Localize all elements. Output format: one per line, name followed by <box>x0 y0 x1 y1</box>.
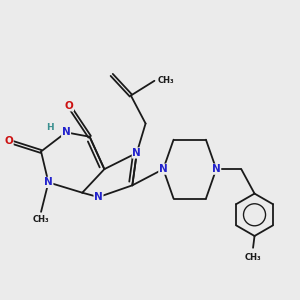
Text: N: N <box>94 192 103 202</box>
Text: N: N <box>44 177 53 188</box>
Text: CH₃: CH₃ <box>158 76 175 85</box>
Text: H: H <box>46 123 54 132</box>
Text: N: N <box>132 148 141 158</box>
Text: N: N <box>62 127 70 137</box>
Text: CH₃: CH₃ <box>245 253 261 262</box>
Text: O: O <box>65 101 74 111</box>
Text: CH₃: CH₃ <box>33 215 50 224</box>
Text: N: N <box>159 164 168 174</box>
Text: O: O <box>4 136 13 146</box>
Text: N: N <box>212 164 220 174</box>
